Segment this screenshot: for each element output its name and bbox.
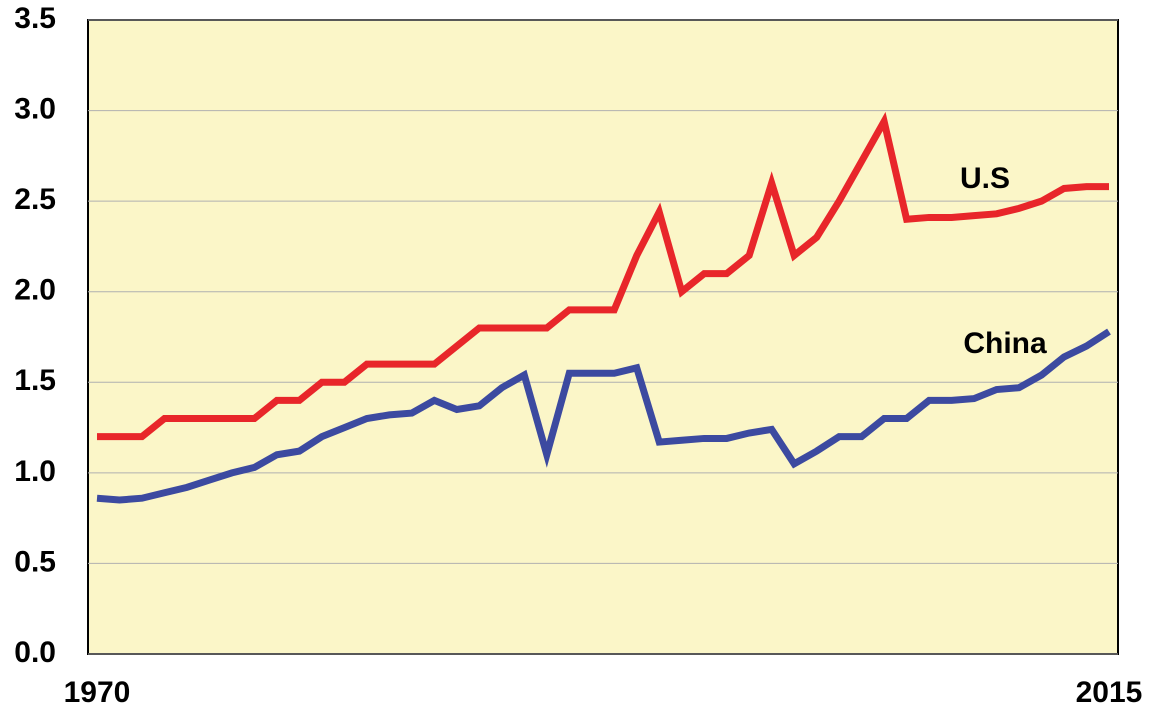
y-tick-label: 2.5: [14, 183, 56, 216]
y-tick-label: 1.5: [14, 364, 56, 397]
y-tick-label: 0.5: [14, 545, 56, 578]
series-line: [96, 111, 1109, 441]
series-label: U.S: [960, 162, 1010, 195]
series-label: China: [963, 327, 1047, 360]
series-line: [96, 328, 1111, 504]
y-tick-label: 3.0: [14, 92, 56, 125]
y-tick-label: 0.0: [14, 636, 56, 669]
y-tick-label: 3.5: [14, 2, 56, 35]
y-tick-label: 1.0: [14, 455, 56, 488]
x-tick-label: 2015: [1076, 676, 1143, 709]
y-tick-label: 2.0: [14, 274, 56, 307]
plot-area: [87, 19, 1119, 655]
x-tick-label: 1970: [64, 676, 131, 709]
